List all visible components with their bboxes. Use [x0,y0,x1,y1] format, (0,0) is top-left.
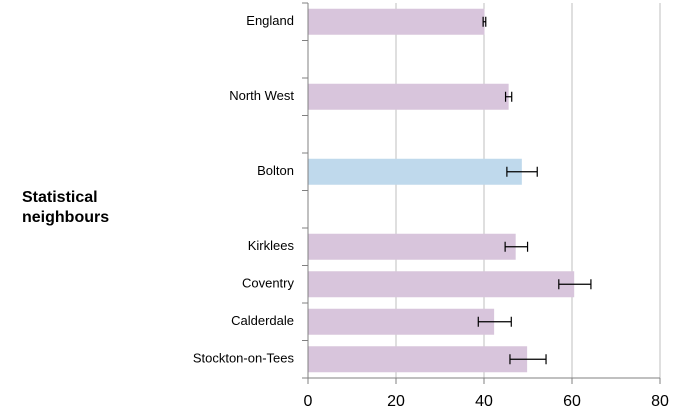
y-tick-label: Stockton-on-Tees [193,351,295,366]
bar [308,308,495,335]
bar [308,271,575,298]
x-tick-label: 40 [475,393,493,410]
bar [308,346,528,373]
bar [308,8,485,35]
x-tick-label: 80 [651,393,669,410]
y-tick-label: Coventry [242,276,295,291]
y-tick-label: England [246,13,294,28]
x-tick-label: 60 [563,393,581,410]
x-tick-label: 0 [304,393,313,410]
x-tick-label: 20 [387,393,405,410]
bar [308,233,516,260]
group-label: Statistical neighbours [22,189,110,226]
y-tick-label: Kirklees [248,238,295,253]
y-tick-label: Bolton [257,163,294,178]
y-tick-label: North West [229,88,294,103]
y-tick-label: Calderdale [231,313,294,328]
bar [308,158,522,185]
bar [308,83,509,110]
